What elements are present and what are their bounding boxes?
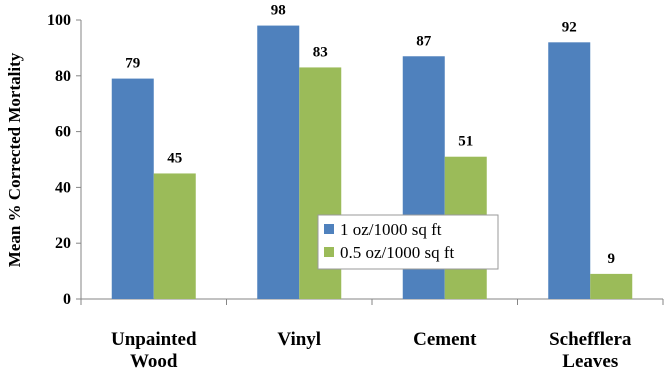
- category-label-line: Vinyl: [277, 329, 321, 350]
- legend-swatch: [324, 224, 334, 234]
- y-axis-title: Mean % Corrected Mortality: [5, 52, 24, 267]
- category-label: Unpainted Wood: [111, 329, 197, 372]
- y-tick-label: 0: [63, 291, 71, 308]
- category-label-line: Schefflera: [549, 329, 632, 350]
- category-label: Vinyl: [277, 329, 321, 350]
- data-label: 51: [458, 134, 473, 150]
- data-labels: 79 45 98 83 87 51 92 9: [125, 3, 615, 267]
- category-label-line: Wood: [130, 351, 178, 372]
- bar: [590, 273, 633, 299]
- data-label: 83: [313, 44, 328, 60]
- y-tick-label: 20: [55, 235, 71, 252]
- bar: [257, 25, 300, 300]
- data-label: 79: [125, 56, 140, 72]
- category-label-line: Leaves: [562, 351, 618, 372]
- data-label: 87: [416, 33, 432, 49]
- bar: [548, 42, 591, 299]
- data-label: 92: [562, 19, 577, 35]
- data-label: 98: [271, 3, 286, 19]
- category-label-line: Cement: [413, 329, 477, 350]
- y-tick-label: 80: [55, 68, 71, 85]
- tick-labels: 0 20 40 60 80 100: [47, 12, 71, 308]
- legend-box: [317, 214, 499, 270]
- legend: 1 oz/1000 sq ft 0.5 oz/1000 sq ft: [317, 214, 499, 270]
- y-axis-title-group: Mean % Corrected Mortality: [5, 52, 24, 267]
- bar: [153, 173, 196, 299]
- data-label: 45: [167, 150, 182, 166]
- category-label: Cement: [413, 329, 477, 350]
- category-labels: Unpainted Wood Vinyl Cement Schefflera Leaves: [111, 329, 632, 372]
- bar: [111, 78, 154, 299]
- legend-label: 1 oz/1000 sq ft: [340, 220, 442, 239]
- category-label-line: Unpainted: [111, 329, 197, 350]
- y-tick-label: 100: [47, 12, 71, 29]
- legend-swatch: [324, 247, 334, 257]
- y-tick-label: 60: [55, 124, 71, 141]
- category-label: Schefflera Leaves: [549, 329, 632, 372]
- data-label: 9: [608, 251, 616, 267]
- y-tick-label: 40: [55, 179, 71, 196]
- legend-label: 0.5 oz/1000 sq ft: [340, 243, 455, 262]
